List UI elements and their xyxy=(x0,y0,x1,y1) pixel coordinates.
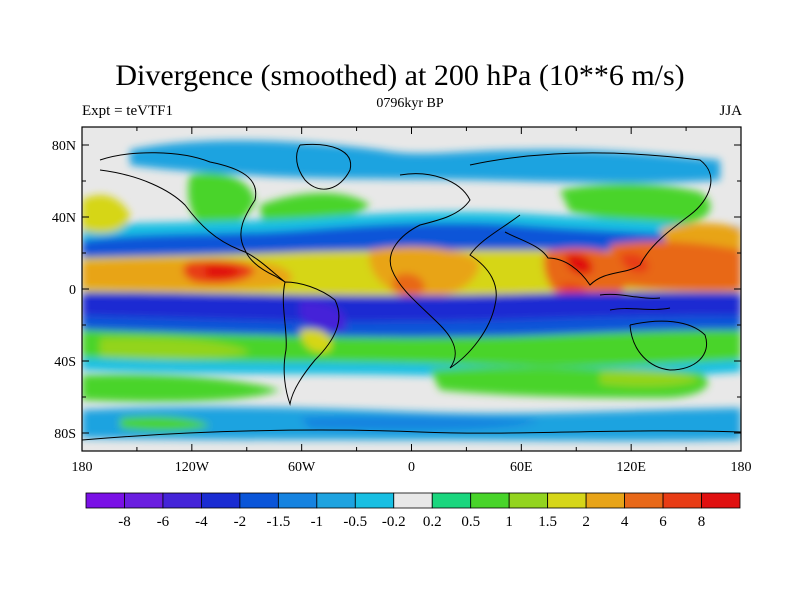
coast-south-america xyxy=(282,281,340,406)
y-tick-label: 80S xyxy=(54,427,76,442)
x-axis-labels: 180 120W 60W 0 60E 120E 180 xyxy=(72,460,752,475)
colorbar-label: -1.5 xyxy=(266,514,290,530)
chart-title: Divergence (smoothed) at 200 hPa (10**6 … xyxy=(115,59,685,92)
colorbar-swatch xyxy=(162,492,202,509)
colorbar-label: -0.5 xyxy=(343,514,367,530)
patch-sio-yellow xyxy=(600,370,700,387)
y-tick-label: 80N xyxy=(52,139,76,154)
patch-nh-green3 xyxy=(560,183,711,225)
colorbar-swatch xyxy=(701,492,741,509)
band-antarctic-deep xyxy=(300,415,540,430)
patch-africa-red xyxy=(392,273,425,296)
colorbar-label: 1 xyxy=(505,514,513,530)
x-tick-label: 180 xyxy=(731,460,752,475)
colorbar xyxy=(85,492,741,509)
patch-nh-green xyxy=(188,172,255,231)
x-tick-label: 60E xyxy=(510,460,533,475)
patch-sh-yellow xyxy=(100,337,250,359)
colorbar-swatch xyxy=(585,492,625,509)
patch-wpac-red xyxy=(620,253,649,273)
colorbar-swatch xyxy=(547,492,587,509)
colorbar-label: -1 xyxy=(311,514,324,530)
colorbar-label: 6 xyxy=(659,514,667,530)
y-tick-label: 40N xyxy=(52,211,76,226)
patch-sh-yellow2 xyxy=(300,328,332,353)
patch-wpac-orange xyxy=(610,241,741,291)
coast-maritime xyxy=(599,293,671,311)
colorbar-swatch xyxy=(201,492,241,509)
colorbar-swatch xyxy=(393,492,433,509)
colorbar-swatch xyxy=(508,492,549,509)
x-tick-label: 0 xyxy=(408,460,415,475)
coast-australia xyxy=(629,320,707,371)
x-tick-label: 180 xyxy=(72,460,93,475)
patch-sh-green-south xyxy=(82,374,280,402)
band-sh-blue xyxy=(82,292,741,322)
colorbar-label: 1.5 xyxy=(538,514,557,530)
patch-arctic-blue xyxy=(130,140,720,183)
colorbar-label: -8 xyxy=(118,514,131,530)
divergence-field xyxy=(82,127,741,451)
band-sh-green xyxy=(82,330,741,367)
colorbar-swatch xyxy=(662,492,702,509)
colorbar-label: -6 xyxy=(157,514,170,530)
y-tick-label: 0 xyxy=(69,283,76,298)
colorbar-swatch xyxy=(239,492,279,509)
patch-npac-yellow xyxy=(82,195,130,233)
time-label: 0796kyr BP xyxy=(376,96,444,111)
coast-europe-africa xyxy=(389,173,521,369)
band-nh-lightblue xyxy=(82,211,741,240)
patch-antarctic-green xyxy=(120,416,210,431)
colorbar-label: -2 xyxy=(234,514,247,530)
x-tick-label: 120E xyxy=(616,460,646,475)
patch-sam-blue xyxy=(300,300,346,332)
coast-asia xyxy=(469,152,712,286)
colorbar-swatch xyxy=(431,492,472,509)
axis-ticks xyxy=(81,127,742,451)
patch-epac-darkred xyxy=(205,265,240,279)
coastlines xyxy=(82,143,741,441)
colorbar-swatch xyxy=(85,492,125,509)
colorbar-swatch xyxy=(354,492,395,509)
colorbar-swatch xyxy=(124,492,164,509)
patch-india-red xyxy=(565,253,593,275)
y-tick-label: 40S xyxy=(54,355,76,370)
coast-antarctica xyxy=(82,429,741,441)
y-axis-labels: 80N 40N 0 40S 80S xyxy=(52,139,76,442)
coast-north-america xyxy=(99,152,286,283)
experiment-label: Expt = teVTF1 xyxy=(82,103,173,119)
colorbar-swatch xyxy=(624,492,664,509)
colorbar-swatch xyxy=(470,492,510,509)
colorbar-label: -0.2 xyxy=(382,514,406,530)
x-tick-label: 60W xyxy=(288,460,316,475)
colorbar-swatch xyxy=(277,492,318,509)
colorbar-label: 4 xyxy=(621,514,629,530)
colorbar-label: -4 xyxy=(195,514,208,530)
band-sh-midblue xyxy=(82,316,741,338)
colorbar-label: 0.2 xyxy=(423,514,442,530)
colorbar-label: 8 xyxy=(698,514,706,530)
colorbar-label: 2 xyxy=(582,514,590,530)
season-label: JJA xyxy=(719,103,742,119)
field-patches xyxy=(82,140,741,441)
colorbar-label: 0.5 xyxy=(461,514,480,530)
colorbar-swatch xyxy=(316,492,356,509)
x-tick-label: 120W xyxy=(175,460,210,475)
coast-greenland xyxy=(296,143,352,190)
colorbar-labels: -8 -6 -4 -2 -1.5 -1 -0.5 -0.2 0.2 0.5 1 1.5 2 4 6 8 xyxy=(118,514,705,530)
